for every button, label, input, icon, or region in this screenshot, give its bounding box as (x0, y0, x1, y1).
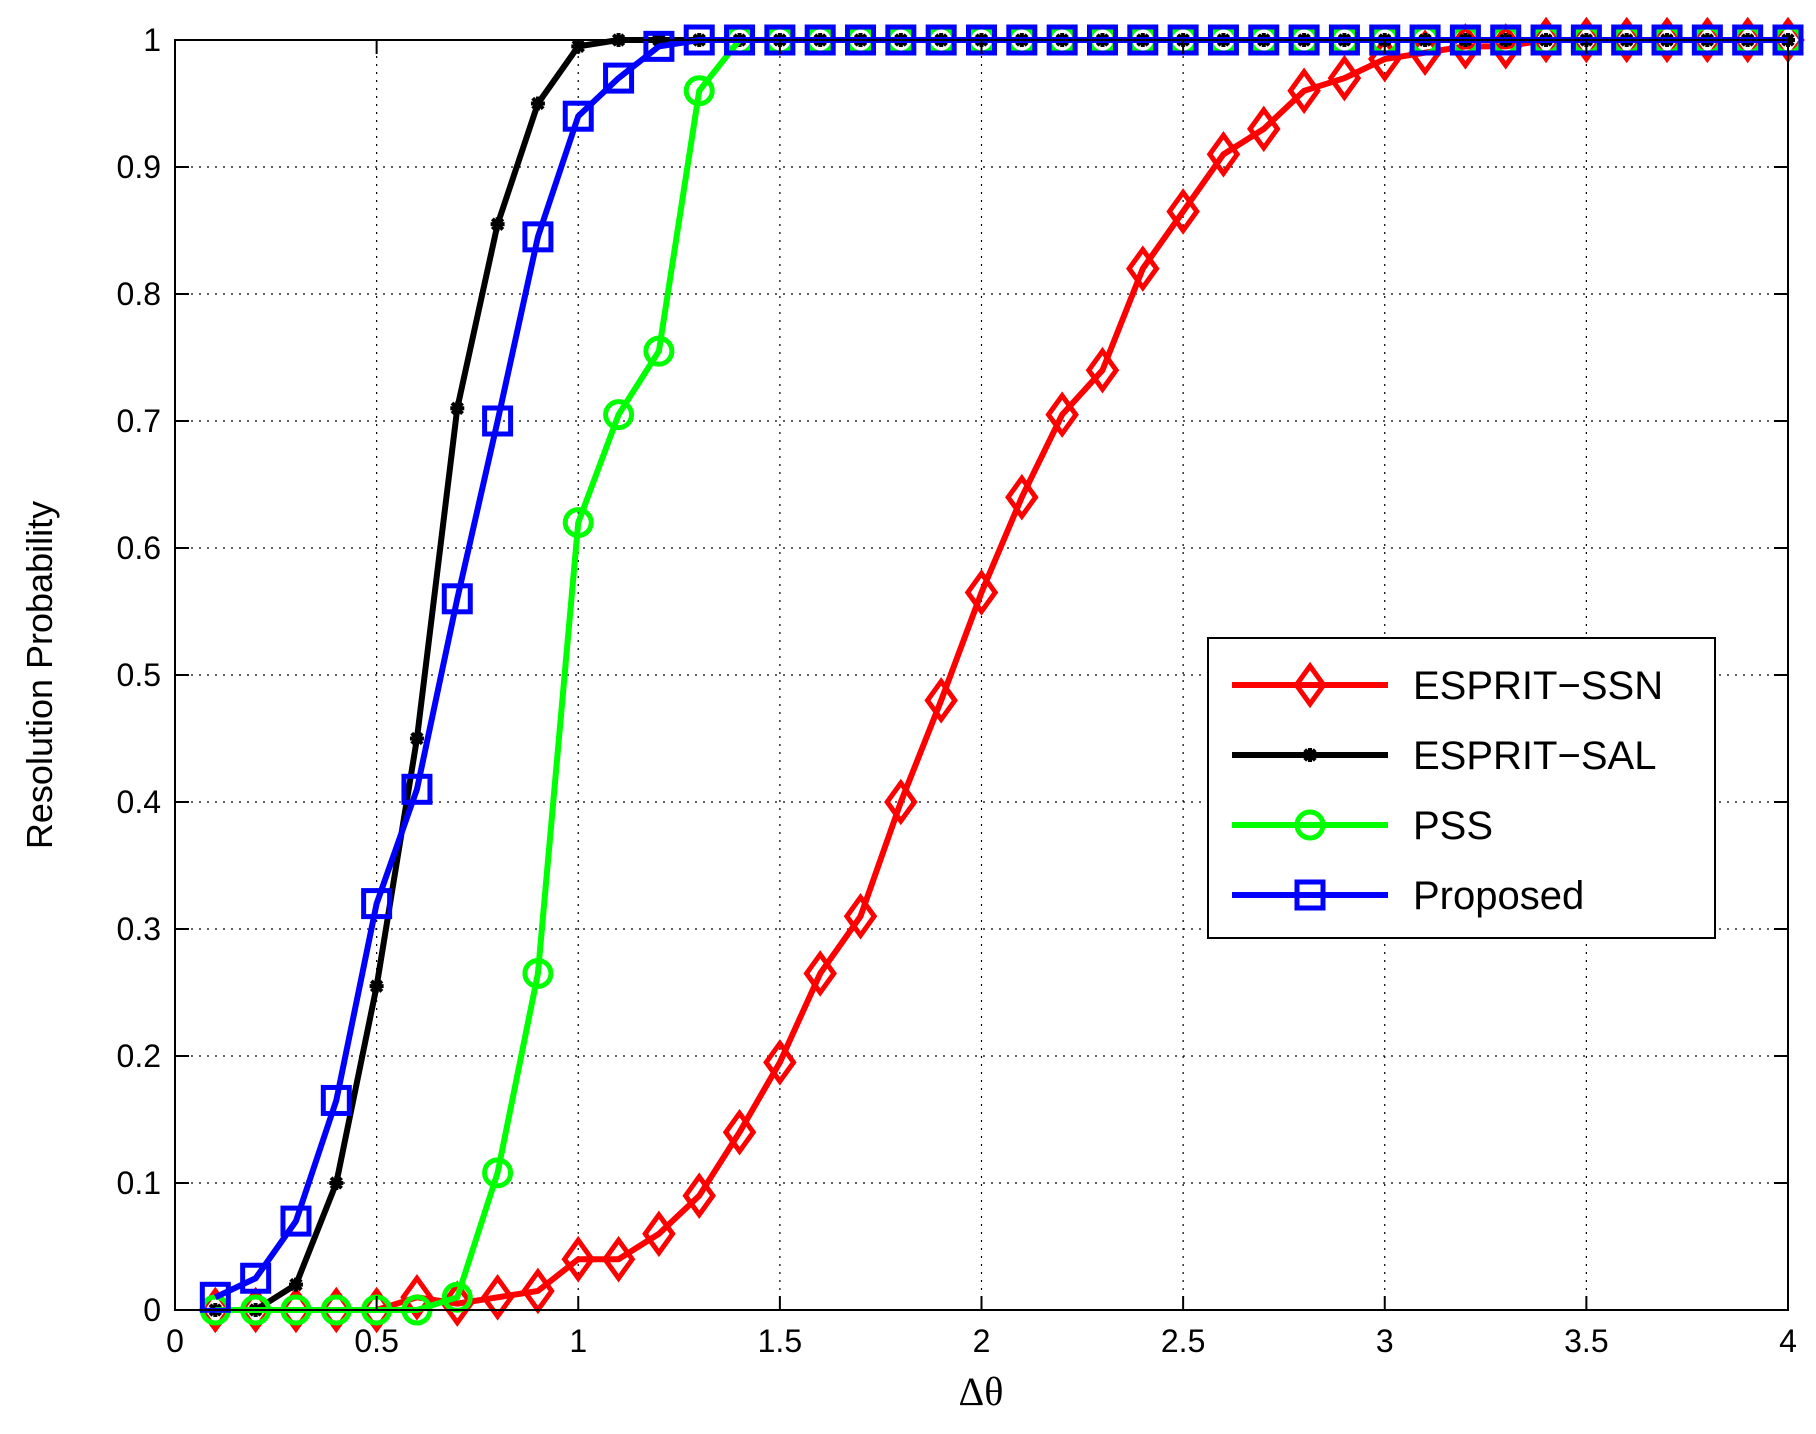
y-tick-label: 0.7 (117, 403, 161, 439)
data-point-diamond (1005, 473, 1039, 521)
x-tick-label: 4 (1779, 1323, 1797, 1359)
x-tick-label: 3.5 (1564, 1323, 1608, 1359)
data-point-diamond (400, 1274, 434, 1321)
legend-marker (1303, 748, 1317, 762)
legend-label: Proposed (1413, 874, 1584, 918)
data-point-square (643, 30, 675, 62)
data-point-square (280, 1205, 312, 1237)
data-point-diamond (843, 893, 878, 940)
data-point-diamond (682, 1172, 716, 1219)
data-point-diamond (1045, 391, 1079, 438)
data-point-star (450, 401, 465, 416)
data-point-star (490, 217, 505, 232)
data-point-circle (603, 399, 635, 431)
y-axis-label: Resolution Probability (19, 501, 60, 849)
data-point-circle (482, 1157, 514, 1189)
legend-entry: PSS (1232, 804, 1493, 848)
y-tick-label: 0.8 (117, 276, 161, 312)
legend-marker (1293, 661, 1327, 709)
data-point-diamond (964, 569, 999, 616)
legend-label: ESPRIT−SAL (1413, 734, 1656, 778)
data-point-diamond (763, 1039, 797, 1086)
y-tick-label: 0.6 (117, 530, 161, 566)
data-point-diamond (561, 1235, 596, 1283)
y-tick-label: 0.1 (117, 1165, 161, 1201)
data-point-circle (683, 75, 715, 107)
y-tick-label: 1 (143, 22, 161, 58)
data-point-circle (522, 957, 554, 989)
legend-entry: Proposed (1232, 874, 1584, 918)
x-tick-label: 1 (569, 1323, 587, 1359)
legend: ESPRIT−SSN ESPRIT−SAL PSS Proposed (1207, 637, 1716, 939)
y-tick-label: 0.4 (117, 784, 161, 820)
y-tick-label: 0 (143, 1292, 161, 1328)
data-point-diamond (1166, 188, 1200, 235)
data-point-square (482, 405, 514, 437)
data-point-square (240, 1262, 272, 1294)
data-point-square (441, 583, 473, 615)
data-point-square (562, 100, 594, 132)
data-point-diamond (1287, 67, 1321, 115)
data-point-star (369, 979, 384, 994)
legend-entry: ESPRIT−SSN (1232, 661, 1663, 709)
data-point-circle (643, 335, 675, 367)
x-tick-label: 0.5 (354, 1323, 398, 1359)
x-tick-label: 2.5 (1161, 1323, 1205, 1359)
axis-ticks: 0 0.5 1 1.5 2 2.5 3 3.5 4 0 0.1 0.2 0.3 0.4 0.5 0.6 0.7 0… (117, 22, 1797, 1359)
legend-label: PSS (1413, 804, 1493, 848)
y-tick-label: 0.2 (117, 1038, 161, 1074)
legend-label: ESPRIT−SSN (1413, 664, 1663, 708)
data-point-star (409, 731, 424, 746)
data-point-diamond (1247, 105, 1281, 153)
data-point-circle (562, 507, 594, 539)
x-tick-label: 3 (1376, 1323, 1394, 1359)
data-point-diamond (1327, 54, 1362, 102)
data-point-star (530, 96, 545, 111)
data-point-diamond (480, 1274, 515, 1321)
data-point-square (603, 62, 635, 94)
data-point-diamond (1085, 346, 1120, 394)
data-point-square (361, 888, 393, 920)
data-point-square (522, 221, 554, 253)
data-point-diamond (1126, 245, 1160, 292)
x-tick-label: 0 (166, 1323, 184, 1359)
legend-entry: ESPRIT−SAL (1232, 734, 1656, 778)
y-tick-label: 0.5 (117, 657, 161, 693)
data-point-star (288, 1277, 303, 1292)
legend-marker (1294, 809, 1326, 841)
data-point-diamond (884, 778, 918, 826)
data-point-diamond (803, 950, 837, 997)
data-point-diamond (924, 677, 958, 724)
x-axis-label: Δθ (959, 1369, 1004, 1414)
data-point-star (329, 1176, 344, 1190)
data-point-diamond (601, 1235, 636, 1283)
data-point-diamond (642, 1210, 676, 1258)
data-point-diamond (722, 1108, 757, 1156)
y-tick-label: 0.9 (117, 149, 161, 185)
legend-marker (1294, 879, 1326, 911)
x-tick-label: 2 (973, 1323, 991, 1359)
x-tick-label: 1.5 (758, 1323, 802, 1359)
data-point-square (320, 1084, 352, 1116)
series-line (215, 37, 1788, 1313)
data-point-square (401, 773, 433, 805)
data-point-diamond (1206, 131, 1241, 178)
y-tick-label: 0.3 (117, 911, 161, 947)
